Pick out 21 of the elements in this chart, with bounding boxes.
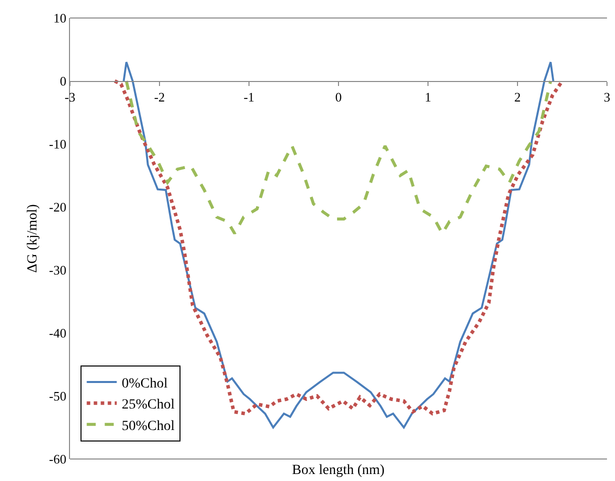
x-tick-label: 0 <box>335 90 342 105</box>
x-tick-label: -3 <box>64 90 76 105</box>
legend-label: 50%Chol <box>122 418 175 434</box>
legend-label: 0%Chol <box>122 376 168 392</box>
y-axis-title: ΔG (kj/mol) <box>26 204 41 273</box>
x-axis-title: Box length (nm) <box>292 463 385 478</box>
y-tick-label: 0 <box>60 74 66 89</box>
y-tick-label: -30 <box>49 262 66 278</box>
x-tick-label: -1 <box>244 90 254 105</box>
y-tick-label: -10 <box>49 136 66 152</box>
x-tick-label: 2 <box>514 90 521 105</box>
y-tick-label: -40 <box>49 326 66 341</box>
y-tick-label: -60 <box>49 452 66 467</box>
x-tick-label: -2 <box>154 90 165 105</box>
x-tick-label: 1 <box>424 90 432 105</box>
legend-label: 25%Chol <box>122 398 175 413</box>
y-tick-label: -50 <box>49 388 66 404</box>
line-series <box>124 80 552 235</box>
x-tick-label: 3 <box>604 90 610 105</box>
y-tick-label: -20 <box>49 200 66 215</box>
y-tick-label: 10 <box>53 10 66 26</box>
